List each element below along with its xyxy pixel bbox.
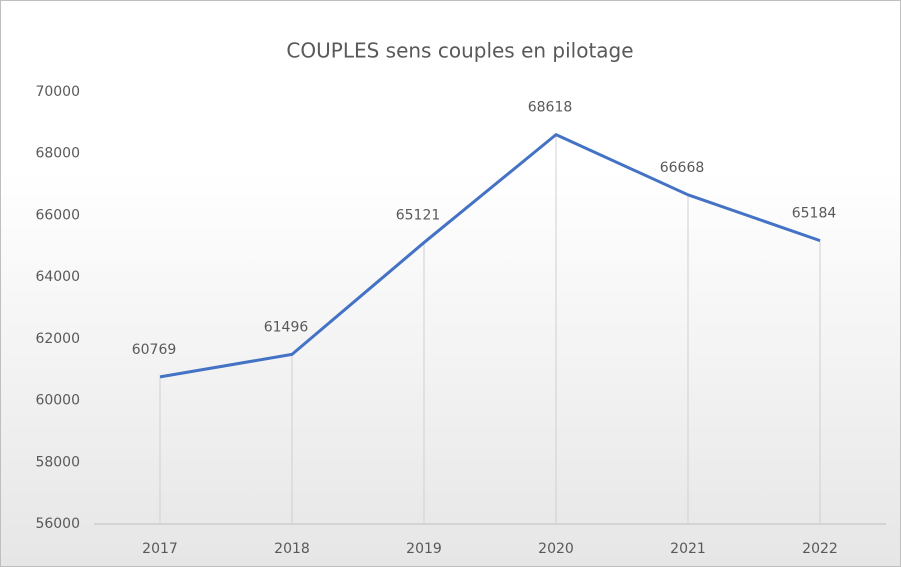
chart-title: COUPLES sens couples en pilotage — [286, 39, 633, 63]
data-label: 66668 — [660, 160, 705, 176]
y-tick-label: 64000 — [35, 269, 80, 285]
y-tick-label: 70000 — [35, 84, 80, 100]
data-label: 65121 — [396, 208, 441, 224]
y-tick-label: 68000 — [35, 146, 80, 162]
data-label: 60769 — [132, 342, 177, 358]
y-tick-label: 66000 — [35, 207, 80, 223]
data-line — [159, 133, 821, 379]
data-label: 61496 — [264, 319, 309, 335]
y-tick-label: 58000 — [35, 454, 80, 470]
data-label: 68618 — [528, 100, 573, 116]
x-tick-label: 2019 — [406, 541, 442, 557]
x-tick-label: 2017 — [142, 541, 178, 557]
y-tick-label: 56000 — [35, 516, 80, 532]
x-tick-label: 2018 — [274, 541, 310, 557]
x-tick-label: 2020 — [538, 541, 574, 557]
x-tick-label: 2021 — [670, 541, 706, 557]
y-tick-label: 62000 — [35, 331, 80, 347]
data-label: 65184 — [792, 206, 837, 222]
y-tick-label: 60000 — [35, 393, 80, 409]
x-tick-label: 2022 — [802, 541, 838, 557]
